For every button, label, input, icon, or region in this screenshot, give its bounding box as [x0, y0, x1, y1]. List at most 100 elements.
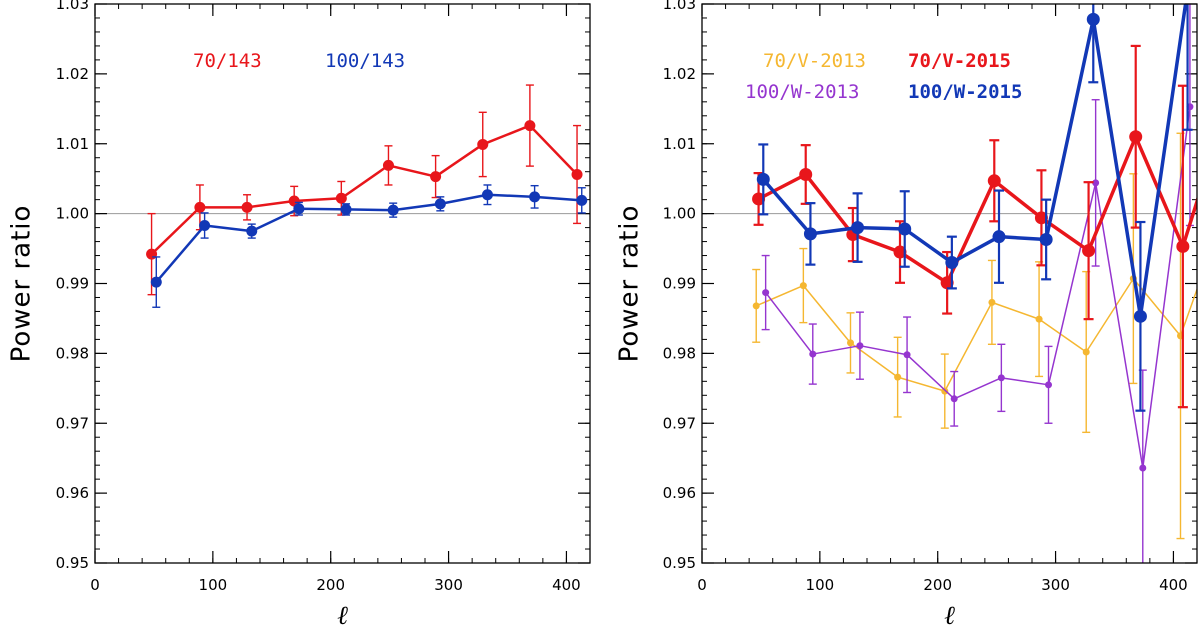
- data-point: [150, 276, 162, 288]
- data-point: [898, 222, 912, 236]
- series-100-w-2013: [761, 4, 1194, 563]
- legend-label: 100/143: [325, 50, 405, 72]
- left-panel: 0 100 200 300 400 0.95 0.96 0.97 0.98 0.99 1.00 1.0…: [7, 0, 591, 628]
- data-point: [856, 342, 864, 350]
- x-tick-label: 400: [552, 576, 581, 594]
- y-tick-label: 1.03: [56, 0, 89, 13]
- data-point: [893, 245, 907, 259]
- x-tick-label: 200: [923, 576, 952, 594]
- data-point: [477, 138, 489, 150]
- y-axis-title: Power ratio: [7, 205, 37, 363]
- series-line: [155, 193, 582, 283]
- series-line: [765, 106, 1191, 469]
- x-tick-label: 0: [90, 576, 100, 594]
- data-point: [1039, 232, 1053, 246]
- y-tick-label: 1.02: [56, 65, 89, 83]
- plot-frame: [701, 3, 1198, 564]
- data-point: [987, 174, 1001, 188]
- y-axis-title: Power ratio: [615, 205, 645, 363]
- data-point: [1139, 464, 1147, 472]
- data-point: [1176, 239, 1190, 253]
- data-point: [146, 248, 158, 260]
- data-point: [1035, 315, 1043, 323]
- data-point: [293, 203, 305, 215]
- data-point: [851, 221, 865, 235]
- data-point: [799, 282, 807, 290]
- plot-area: [146, 84, 588, 308]
- y-tick-label: 0.97: [56, 414, 89, 432]
- data-point: [481, 189, 493, 201]
- data-point: [1133, 309, 1147, 323]
- data-point: [1045, 381, 1052, 389]
- x-tick-label: 100: [806, 576, 835, 594]
- y-tick-label: 0.99: [56, 275, 89, 293]
- data-point: [1092, 179, 1100, 187]
- x-axis-title: ℓ: [944, 601, 955, 628]
- data-point: [950, 395, 958, 403]
- right-panel: 0 100 200 300 400 0.95 0.96 0.97 0.98 0.99 1.00 1.0…: [615, 0, 1198, 628]
- y-tick-label: 0.97: [663, 414, 696, 432]
- data-point: [903, 351, 911, 359]
- data-point: [940, 276, 954, 290]
- y-tick-label: 1.01: [56, 135, 89, 153]
- data-point: [1082, 348, 1090, 356]
- data-point: [246, 225, 258, 237]
- x-tick-label: 0: [697, 576, 707, 594]
- plot-frame: [94, 3, 591, 564]
- data-point: [199, 220, 211, 232]
- data-point: [571, 168, 583, 180]
- data-point: [529, 191, 541, 203]
- data-point: [992, 230, 1006, 244]
- y-tick-label: 0.98: [663, 344, 696, 362]
- series-70-v-2013: [752, 132, 1197, 540]
- x-tick-label: 200: [316, 576, 345, 594]
- legend-label: 70/V-2015: [908, 50, 1011, 72]
- x-tick-label: 100: [199, 576, 228, 594]
- data-point: [752, 302, 760, 310]
- data-point: [430, 171, 442, 183]
- series-100-143: [150, 184, 588, 308]
- y-tick-label: 0.96: [56, 484, 89, 502]
- y-tick-label: 0.95: [56, 554, 89, 572]
- y-tick-label: 0.98: [56, 344, 89, 362]
- data-point: [799, 167, 813, 181]
- data-point: [762, 289, 770, 297]
- series-70-v-2015: [752, 44, 1197, 409]
- y-tick-label: 0.99: [663, 275, 696, 293]
- data-point: [752, 192, 766, 206]
- legend-label: 100/W-2015: [908, 81, 1022, 103]
- series-line: [761, 4, 1188, 319]
- data-point: [847, 339, 854, 347]
- data-point: [576, 194, 588, 206]
- data-point: [340, 203, 352, 215]
- data-point: [1129, 130, 1143, 144]
- series-100-w-2015: [756, 4, 1193, 412]
- data-point: [988, 298, 996, 306]
- series-line: [150, 124, 578, 256]
- data-point: [945, 256, 959, 270]
- legend-label: 100/W-2013: [745, 81, 859, 103]
- legend-label: 70/143: [193, 50, 262, 72]
- y-tick-label: 1.02: [663, 65, 696, 83]
- data-point: [803, 227, 817, 241]
- data-point: [524, 120, 536, 132]
- legend-label: 70/V-2013: [763, 50, 866, 72]
- data-point: [1034, 211, 1048, 225]
- y-tick-label: 1.01: [663, 135, 696, 153]
- data-point: [194, 201, 206, 213]
- plot-area: [752, 4, 1197, 563]
- data-point: [1086, 12, 1100, 26]
- y-tick-label: 0.96: [663, 484, 696, 502]
- data-point: [387, 204, 399, 216]
- y-tick-label: 1.00: [56, 205, 89, 223]
- x-tick-label: 400: [1159, 576, 1188, 594]
- y-tick-label: 1.03: [663, 0, 696, 13]
- data-point: [335, 192, 347, 204]
- x-tick-label: 300: [434, 576, 463, 594]
- data-point: [382, 159, 394, 171]
- y-tick-label: 0.95: [663, 554, 696, 572]
- data-point: [809, 350, 817, 358]
- data-point: [756, 172, 770, 186]
- series-70-143: [146, 84, 583, 296]
